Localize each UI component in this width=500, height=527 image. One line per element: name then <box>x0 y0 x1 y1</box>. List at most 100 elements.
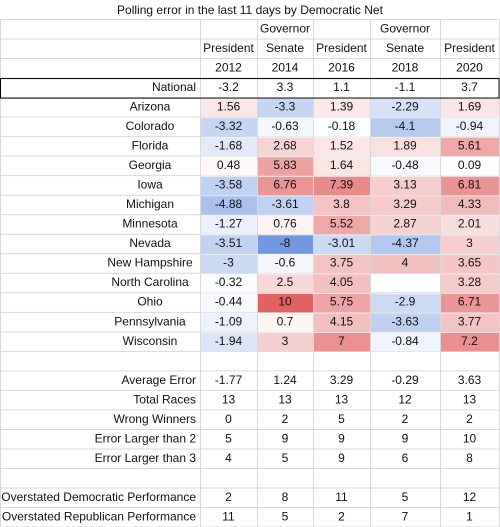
column-year: 2014 <box>272 60 299 74</box>
heat-cell <box>441 293 499 313</box>
cell-value: 1.24 <box>273 373 297 387</box>
heat-cell <box>314 98 370 118</box>
cell-value: 2.68 <box>273 139 297 153</box>
cell-value: 3.29 <box>330 373 354 387</box>
cell-value: 5 <box>282 509 289 523</box>
cell-value: 11 <box>335 490 348 504</box>
heat-cell <box>441 235 499 254</box>
cell-value: 3.65 <box>458 256 482 270</box>
cell-value: 9 <box>282 431 289 445</box>
column-name: President <box>203 41 254 55</box>
cell-value: 4 <box>225 451 232 465</box>
cell-value: 1.56 <box>217 100 241 114</box>
heat-cell <box>201 137 257 157</box>
heat-cell <box>201 118 257 137</box>
heat-cell <box>201 293 257 313</box>
cell-value: -0.6 <box>275 256 296 270</box>
column-group: Governor <box>380 21 430 35</box>
cell-value: -1.09 <box>215 314 243 328</box>
heat-cell <box>201 176 257 196</box>
cell-value: -4.88 <box>215 197 243 211</box>
cell-value: -3.63 <box>391 314 419 328</box>
heat-cell <box>314 157 370 176</box>
cell-value: 2 <box>402 412 409 426</box>
column-year: 2016 <box>328 60 355 74</box>
heat-cell <box>201 274 257 293</box>
cell-value: -3.2 <box>218 80 239 94</box>
cell-value: 2.87 <box>393 217 417 231</box>
heat-cell <box>371 118 440 137</box>
cell-value: -3 <box>223 256 234 270</box>
heat-cell <box>258 313 313 332</box>
row-label: Overstated Democratic Performance <box>1 490 196 504</box>
heat-cell <box>258 176 313 196</box>
heat-cell <box>258 254 313 274</box>
cell-value: 3.8 <box>333 197 350 211</box>
cell-value: 1.1 <box>333 80 350 94</box>
cell-value: -3.61 <box>271 197 299 211</box>
cell-value: 0.09 <box>458 158 482 172</box>
cell-value: 1.89 <box>393 139 417 153</box>
cell-value: 7.39 <box>330 178 354 192</box>
cell-value: 6.76 <box>273 178 297 192</box>
heat-cell <box>441 274 499 293</box>
row-label: National <box>152 80 196 94</box>
cell-value: -3.32 <box>215 119 243 133</box>
heat-cell <box>201 313 257 332</box>
cell-value: -1.77 <box>215 373 243 387</box>
cell-value: 12 <box>398 392 412 406</box>
row-label: Nevada <box>129 236 171 250</box>
heat-cell <box>441 137 499 157</box>
cell-value: 5 <box>338 412 345 426</box>
heat-cell <box>441 215 499 235</box>
heat-cell <box>441 176 499 196</box>
cell-value: 5 <box>402 490 409 504</box>
cell-value: 6.81 <box>458 178 482 192</box>
cell-value: -1.1 <box>395 80 416 94</box>
cell-value: 13 <box>222 392 236 406</box>
cell-value: 2 <box>225 490 232 504</box>
cell-value: 3.7 <box>461 80 478 94</box>
cell-value: 13 <box>278 392 292 406</box>
heat-cell <box>201 196 257 215</box>
column-year: 2018 <box>392 60 419 74</box>
row-label: Total Races <box>133 392 196 406</box>
row-label: Error Larger than 3 <box>95 451 197 465</box>
cell-value: -1.27 <box>215 217 243 231</box>
heat-cell <box>314 235 370 254</box>
heat-cell <box>371 254 440 274</box>
heat-cell <box>314 176 370 196</box>
cell-value: -0.18 <box>328 119 356 133</box>
cell-value: -0.94 <box>456 119 484 133</box>
cell-value: 2.5 <box>277 275 294 289</box>
heat-cell <box>441 332 499 352</box>
cell-value: 8 <box>466 451 473 465</box>
cell-value: 6.71 <box>458 295 482 309</box>
cell-value: 1.39 <box>330 100 354 114</box>
cell-value: -0.32 <box>215 275 243 289</box>
cell-value: 4.15 <box>330 314 354 328</box>
cell-value: 9 <box>402 431 409 445</box>
cell-value: 3.75 <box>330 256 354 270</box>
row-label: Colorado <box>126 119 175 133</box>
cell-value: -0.63 <box>271 119 299 133</box>
cell-value: 3 <box>282 334 289 348</box>
heat-cell <box>201 254 257 274</box>
cell-value: -2.9 <box>395 295 416 309</box>
cell-value: -1.68 <box>215 139 243 153</box>
column-group: Governor <box>260 21 310 35</box>
row-label: Overstated Republican Performance <box>2 509 196 523</box>
heat-cell <box>314 118 370 137</box>
cell-value: 5.61 <box>458 139 482 153</box>
heat-cell <box>258 157 313 176</box>
cell-value: -1.94 <box>215 334 243 348</box>
cell-value: 3.29 <box>393 197 417 211</box>
heat-cell <box>201 332 257 352</box>
row-label: Michigan <box>126 197 174 211</box>
heat-cell <box>258 137 313 157</box>
cell-value: -8 <box>280 236 291 250</box>
cell-value: 5.52 <box>330 217 354 231</box>
cell-value: 5.83 <box>273 158 297 172</box>
cell-value: 2 <box>338 509 345 523</box>
heat-cell <box>371 137 440 157</box>
